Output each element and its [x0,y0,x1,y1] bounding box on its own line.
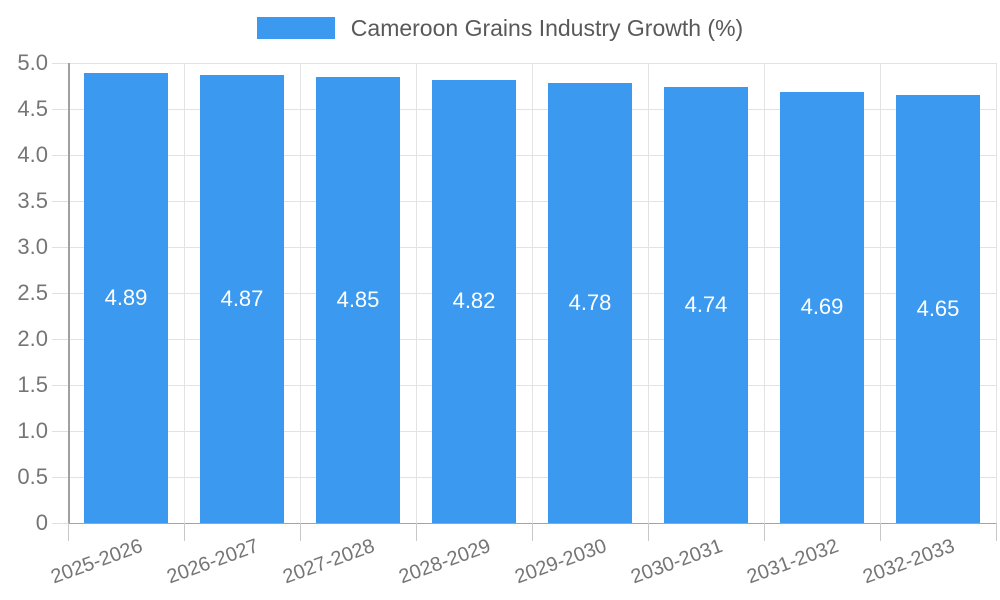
vertical-gridline [996,63,997,523]
x-axis-category-label: 2032-2033 [860,534,958,589]
y-axis-tick-label: 0 [35,510,48,535]
x-axis-tick [996,523,997,541]
vertical-gridline [300,63,301,523]
bar-2032-2033 [896,95,980,523]
y-axis-tick [52,293,68,294]
x-axis-tick [880,523,881,541]
y-axis-tick [52,385,68,386]
x-axis-tick [764,523,765,541]
x-axis-tick [184,523,185,541]
y-axis-tick [52,109,68,110]
x-axis-category-label: 2031-2032 [744,534,842,589]
y-axis-tick-label: 4.5 [17,96,48,121]
x-axis-tick [416,523,417,541]
y-axis-tick-label: 3.5 [17,188,48,213]
y-axis-tick-label: 3.0 [17,234,48,259]
y-axis-tick [52,201,68,202]
y-axis-tick [52,339,68,340]
bar-value-label: 4.87 [220,285,264,311]
chart-legend[interactable]: Cameroon Grains Industry Growth (%) [0,14,1000,42]
legend-swatch[interactable] [256,17,335,39]
y-axis-tick [52,523,68,524]
x-axis-category-label: 2026-2027 [164,534,262,589]
x-axis-tick [532,523,533,541]
bar-value-label: 4.85 [336,286,380,312]
bar-value-label: 4.69 [800,294,844,320]
y-axis-line [68,63,70,523]
bar-2031-2032 [780,91,864,523]
vertical-gridline [880,63,881,523]
y-axis-tick [52,63,68,64]
vertical-gridline [648,63,649,523]
y-axis-tick [52,247,68,248]
bar-2027-2028 [316,76,400,523]
bar-2030-2031 [664,86,748,523]
x-axis-category-label: 2028-2029 [396,534,494,589]
bar-2029-2030 [548,83,632,523]
bar-value-label: 4.65 [916,296,960,322]
y-axis-tick-label: 0.5 [17,464,48,489]
bar-value-label: 4.74 [684,291,728,317]
x-axis-category-label: 2029-2030 [512,534,610,589]
vertical-gridline [416,63,417,523]
y-axis-tick-label: 2.5 [17,280,48,305]
y-axis-tick-label: 5.0 [17,50,48,75]
bar-2028-2029 [432,79,516,523]
bar-value-label: 4.78 [568,290,612,316]
bar-2025-2026 [84,73,168,523]
bar-value-label: 4.89 [104,285,148,311]
x-axis-category-label: 2030-2031 [628,534,726,589]
x-axis-category-label: 2025-2026 [48,534,146,589]
x-axis-tick [648,523,649,541]
y-axis-tick [52,155,68,156]
vertical-gridline [532,63,533,523]
y-axis-tick [52,477,68,478]
x-axis-category-label: 2027-2028 [280,534,378,589]
y-axis-tick-label: 4.0 [17,142,48,167]
bar-value-label: 4.82 [452,288,496,314]
y-axis-tick [52,431,68,432]
x-axis-tick [68,523,69,541]
bar-2026-2027 [200,74,284,523]
vertical-gridline [184,63,185,523]
x-axis-tick [300,523,301,541]
y-axis-tick-label: 2.0 [17,326,48,351]
y-axis-tick-label: 1.5 [17,372,48,397]
legend-label[interactable]: Cameroon Grains Industry Growth (%) [350,15,744,41]
vertical-gridline [764,63,765,523]
y-axis-tick-label: 1.0 [17,418,48,443]
